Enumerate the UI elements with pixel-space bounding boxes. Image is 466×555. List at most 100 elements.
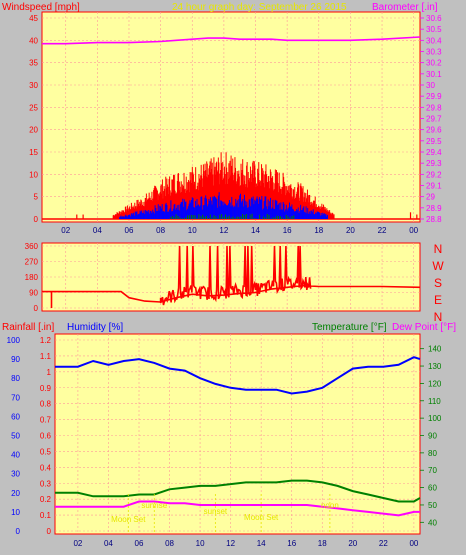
temp-x-tick-label: 06 (135, 539, 144, 548)
humidity-y-tick-label: 50 (11, 432, 20, 441)
humidity-y-tick-label: 80 (11, 374, 20, 383)
wind-bars (42, 152, 420, 220)
windspeed-axis-label: Windspeed [mph] (2, 2, 80, 13)
wind-x-tick-label: 04 (93, 226, 102, 235)
barometer-y-tick-label: 29.7 (426, 115, 442, 124)
humidity-y-tick-label: 20 (11, 489, 20, 498)
humidity-y-tick-label: 10 (11, 508, 20, 517)
wind-y-tick-label: 45 (29, 14, 38, 23)
barometer-y-tick-label: 29.3 (426, 159, 442, 168)
temperature-y-tick-label: 70 (428, 466, 437, 475)
temp-x-tick-label: 16 (287, 539, 296, 548)
temp-x-tick-label: 02 (73, 539, 82, 548)
astro-annotation-label: Moon Set (111, 515, 146, 524)
temp-x-tick-label: 22 (379, 539, 388, 548)
temperature-y-tick-label: 110 (428, 397, 441, 406)
rain-y-tick-label: 0.3 (40, 479, 52, 488)
dew-point-line (55, 500, 420, 517)
rain-y-tick-label: 0.5 (40, 447, 52, 456)
wind-grid (42, 12, 420, 222)
wind-y-tick-label: 40 (29, 36, 38, 45)
rainfall-axis-label: Rainfall [.in] (2, 322, 54, 333)
rain-y-tick-label: 1.2 (40, 336, 52, 345)
astro-annotation-label: sunrise (141, 501, 167, 510)
humidity-y-tick-labels: 0 10 20 30 40 50 60 70 80 90 100 (7, 336, 21, 536)
wind-x-tick-label: 08 (156, 226, 165, 235)
wind-x-tick-labels: 02 04 06 08 10 12 14 16 18 20 22 00 (61, 226, 418, 235)
barometer-y-tick-label: 30 (426, 81, 435, 90)
barometer-y-tick-label: 29.8 (426, 103, 442, 112)
rain-temp-panel: 0 0.1 0.2 0.3 0.4 0.5 0.6 0.7 0.8 0.9 1 1.1 1.2 0 10 2… (2, 322, 456, 548)
temp-x-tick-label: 18 (318, 539, 327, 548)
barometer-y-tick-label: 29.1 (426, 182, 442, 191)
barometer-axis-label: Barometer [.in] (372, 2, 438, 13)
temp-x-tick-label: 12 (226, 539, 235, 548)
temperature-y-tick-label: 80 (428, 449, 437, 458)
rain-y-tick-label: 0.4 (40, 463, 52, 472)
humidity-y-tick-label: 90 (11, 355, 20, 364)
barometer-y-tick-labels: 28.8 28.9 29 29.1 29.2 29.3 29.4 29.5 29.6 29.7 29… (420, 14, 442, 224)
wind-barometer-panel: 0 5 10 15 20 25 30 35 40 45 28.8 28.9 29 29.1 29.2 29.… (2, 2, 442, 235)
rain-y-tick-label: 0.7 (40, 416, 52, 425)
temperature-axis-label: Temperature [°F] (312, 322, 387, 333)
astro-annotation-label: sunset (204, 507, 228, 516)
rain-y-tick-label: 0.8 (40, 400, 52, 409)
barometer-y-tick-label: 30.6 (426, 14, 442, 23)
compass-label: S (434, 276, 442, 290)
barometer-y-tick-label: 28.8 (426, 215, 442, 224)
temp-x-tick-label: 10 (196, 539, 205, 548)
wind-x-tick-label: 16 (283, 226, 292, 235)
barometer-y-tick-label: 29.4 (426, 148, 442, 157)
wind-x-tick-label: 06 (125, 226, 134, 235)
direction-y-tick-label: 180 (25, 273, 39, 282)
wind-x-tick-label: 20 (346, 226, 355, 235)
direction-y-tick-labels: 0 90 180 270 360 (25, 242, 39, 313)
barometer-y-tick-label: 30.3 (426, 48, 442, 57)
temperature-y-tick-label: 60 (428, 484, 437, 493)
humidity-y-tick-label: 60 (11, 412, 20, 421)
barometer-y-tick-label: 28.9 (426, 204, 442, 213)
temp-x-tick-labels: 02 04 06 08 10 12 14 16 18 20 22 00 (73, 539, 418, 548)
compass-label: E (434, 293, 442, 307)
humidity-y-tick-label: 0 (16, 527, 21, 536)
direction-y-tick-label: 90 (29, 289, 38, 298)
wind-y-tick-labels: 0 5 10 15 20 25 30 35 40 45 (29, 14, 38, 224)
direction-y-tick-label: 0 (34, 304, 39, 313)
wind-y-tick-label: 0 (34, 215, 39, 224)
wind-x-tick-label: 00 (409, 226, 418, 235)
compass-label: N (434, 242, 443, 256)
astro-annotation-label: Moon Set (244, 513, 279, 522)
temperature-line (55, 479, 421, 503)
astro-annotations: Moon Set sunrise sunset Moon Set noon (111, 494, 339, 534)
temperature-y-tick-label: 130 (428, 362, 442, 371)
temperature-y-tick-label: 50 (428, 501, 437, 510)
barometer-y-tick-label: 30.4 (426, 36, 442, 45)
wind-x-tick-label: 02 (61, 226, 70, 235)
wind-y-tick-label: 30 (29, 81, 38, 90)
direction-y-tick-label: 270 (25, 258, 39, 267)
rain-y-tick-label: 1.1 (40, 352, 52, 361)
rain-y-tick-label: 0.1 (40, 511, 52, 520)
barometer-y-tick-label: 29.6 (426, 126, 442, 135)
rain-y-tick-labels: 0 0.1 0.2 0.3 0.4 0.5 0.6 0.7 0.8 0.9 1 1.1 1.2 (40, 336, 52, 536)
temperature-y-tick-labels: 40 50 60 70 80 90 100 110 120 130 140 (420, 345, 442, 527)
barometer-y-tick-label: 30.5 (426, 25, 442, 34)
wind-x-tick-label: 18 (314, 226, 323, 235)
barometer-y-tick-label: 29.2 (426, 170, 442, 179)
wind-y-tick-label: 25 (29, 103, 38, 112)
temp-x-tick-label: 20 (348, 539, 357, 548)
wind-y-tick-label: 35 (29, 59, 38, 68)
temp-x-tick-label: 04 (104, 539, 113, 548)
barometer-y-tick-label: 29.9 (426, 92, 442, 101)
compass-label: N (434, 310, 443, 324)
barometer-y-tick-label: 29.5 (426, 137, 442, 146)
temp-x-tick-label: 00 (409, 539, 418, 548)
barometer-line (42, 36, 421, 45)
wind-y-tick-label: 15 (29, 148, 38, 157)
temperature-y-tick-label: 120 (428, 379, 442, 388)
wind-direction-line (42, 245, 421, 308)
wind-x-tick-label: 14 (251, 226, 260, 235)
wind-x-tick-label: 12 (219, 226, 228, 235)
